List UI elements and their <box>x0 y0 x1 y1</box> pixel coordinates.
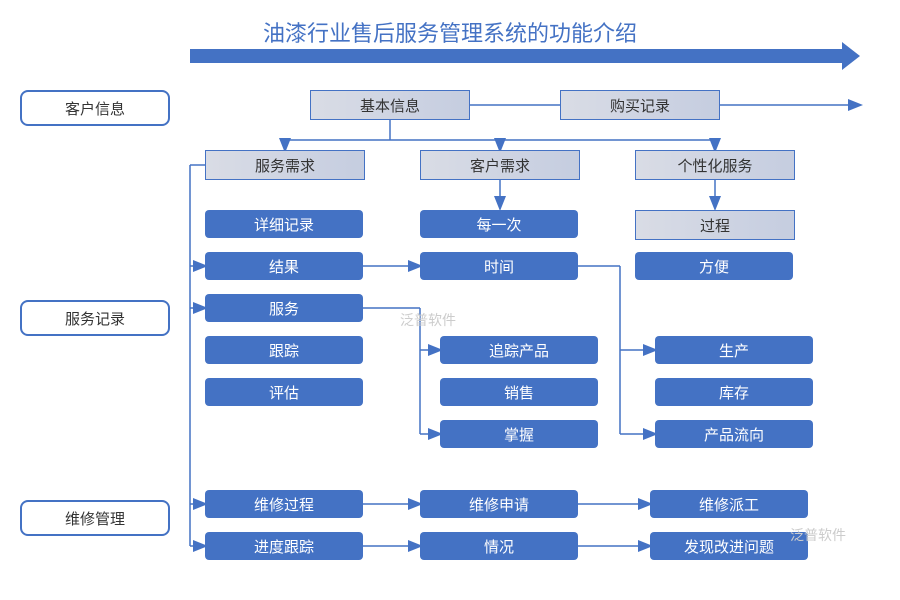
header-service-need: 服务需求 <box>205 150 365 180</box>
item-repair-process: 维修过程 <box>205 490 363 518</box>
item-time: 时间 <box>420 252 578 280</box>
item-detail-record: 详细记录 <box>205 210 363 238</box>
header-process: 过程 <box>635 210 795 240</box>
item-track: 跟踪 <box>205 336 363 364</box>
item-repair-dispatch: 维修派工 <box>650 490 808 518</box>
item-result: 结果 <box>205 252 363 280</box>
header-customer-need: 客户需求 <box>420 150 580 180</box>
item-sales: 销售 <box>440 378 598 406</box>
item-progress-track: 进度跟踪 <box>205 532 363 560</box>
item-convenient: 方便 <box>635 252 793 280</box>
item-grasp: 掌握 <box>440 420 598 448</box>
item-every-time: 每一次 <box>420 210 578 238</box>
header-purchase-record: 购买记录 <box>560 90 720 120</box>
header-basic-info: 基本信息 <box>310 90 470 120</box>
watermark: 泛普软件 <box>400 310 456 330</box>
item-find-improve: 发现改进问题 <box>650 532 808 560</box>
category-repair-manage: 维修管理 <box>20 500 170 536</box>
item-product-flow: 产品流向 <box>655 420 813 448</box>
item-situation: 情况 <box>420 532 578 560</box>
item-repair-request: 维修申请 <box>420 490 578 518</box>
item-track-product: 追踪产品 <box>440 336 598 364</box>
item-production: 生产 <box>655 336 813 364</box>
item-evaluate: 评估 <box>205 378 363 406</box>
category-customer-info: 客户信息 <box>20 90 170 126</box>
header-personal-service: 个性化服务 <box>635 150 795 180</box>
item-service: 服务 <box>205 294 363 322</box>
item-inventory: 库存 <box>655 378 813 406</box>
category-service-record: 服务记录 <box>20 300 170 336</box>
watermark: 泛普软件 <box>790 525 846 545</box>
